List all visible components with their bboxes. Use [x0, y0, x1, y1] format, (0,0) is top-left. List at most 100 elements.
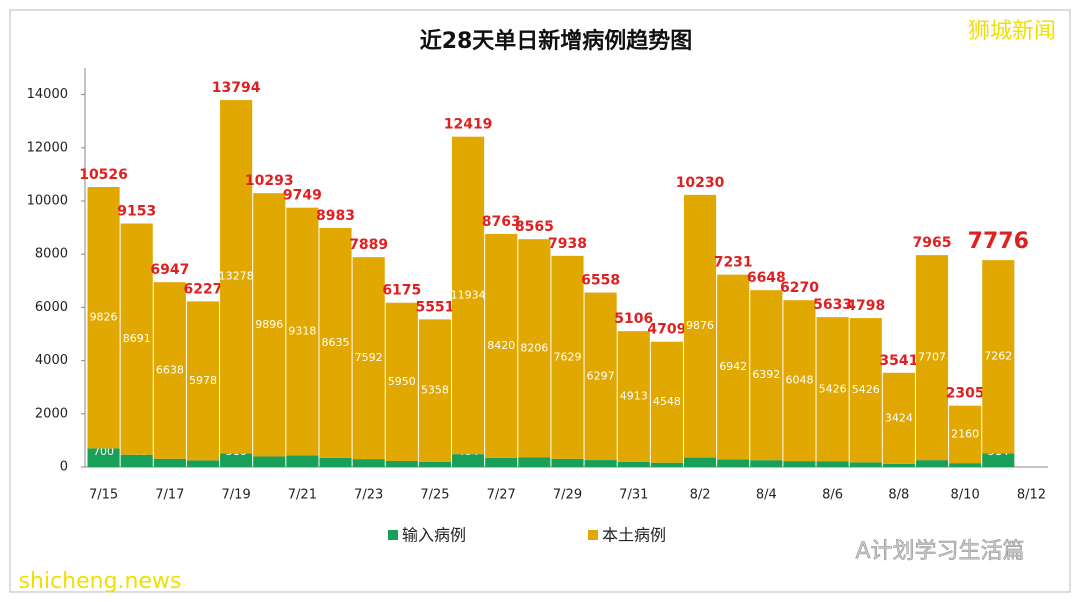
x-tick-label: 7/23	[354, 488, 383, 503]
data-label: 11934	[451, 288, 486, 301]
total-label: 8763	[482, 214, 521, 230]
watermark: A计划学习生活篇	[855, 539, 1024, 564]
y-tick-label: 8000	[35, 247, 68, 262]
bar-segment	[485, 233, 518, 458]
bar-segment	[849, 318, 882, 463]
total-label: 10526	[79, 167, 128, 183]
y-tick-label: 14000	[27, 87, 68, 102]
x-tick-label: 7/21	[288, 488, 317, 503]
total-label: 7965	[913, 235, 952, 251]
data-label: 5358	[421, 384, 449, 397]
total-label: 12419	[444, 117, 493, 133]
data-label: 5978	[189, 374, 217, 387]
total-label: 10293	[245, 173, 294, 189]
total-label: 6648	[747, 270, 786, 286]
total-label: 6227	[183, 281, 222, 297]
data-label: 9876	[686, 319, 714, 332]
data-label: 5426	[819, 382, 847, 395]
bar-segment	[153, 282, 186, 459]
data-label: 2160	[951, 427, 979, 440]
data-label: 9896	[255, 318, 283, 331]
bar-segment	[584, 292, 617, 461]
bar-segment	[949, 405, 982, 464]
bar-segment	[253, 456, 286, 467]
total-label: 9749	[283, 188, 322, 204]
x-tick-label: 7/25	[420, 488, 449, 503]
x-tick-label: 8/10	[951, 488, 980, 503]
total-label: 6175	[382, 283, 421, 299]
bar-segment	[849, 462, 882, 467]
bar-segment	[87, 187, 120, 449]
y-tick-label: 10000	[27, 194, 68, 209]
bar-segment	[617, 331, 650, 462]
bar-segment	[750, 460, 783, 467]
total-label: 4798	[846, 298, 885, 314]
total-label: 7938	[548, 236, 587, 252]
bar-segment	[286, 207, 319, 456]
total-label: 6947	[150, 262, 189, 278]
bar-segment	[982, 453, 1015, 467]
bar-segment	[518, 457, 551, 467]
total-label: 7231	[714, 255, 753, 271]
bar-segment	[385, 461, 418, 467]
bar-segment	[551, 458, 584, 467]
bar-segment	[683, 194, 717, 458]
total-label: 10230	[676, 175, 725, 191]
data-label: 8635	[322, 336, 350, 349]
x-tick-label: 8/2	[690, 488, 711, 503]
bar-segment	[452, 454, 485, 467]
data-label: 6392	[752, 368, 780, 381]
bar-segment	[783, 461, 816, 467]
bar-segment	[352, 459, 385, 467]
data-label: 6942	[719, 360, 747, 373]
total-label: 13794	[212, 80, 261, 96]
bar-segment	[650, 462, 683, 467]
total-label: 4709	[647, 322, 686, 338]
bar-segment	[120, 454, 153, 467]
bar-segment	[882, 372, 915, 464]
data-label: 13278	[219, 270, 254, 283]
bar-segment	[418, 461, 452, 467]
y-tick-label: 2000	[35, 406, 68, 421]
bar-segment	[717, 274, 750, 460]
bar-segment	[220, 100, 253, 454]
data-label: 6638	[156, 363, 184, 376]
bar-segment	[485, 457, 518, 467]
data-label: 8691	[123, 332, 151, 345]
total-label: 5633	[813, 297, 852, 313]
y-tick-label: 12000	[27, 140, 68, 155]
total-label: 2305	[946, 386, 985, 402]
x-tick-label: 8/8	[888, 488, 909, 503]
bar-segment	[385, 302, 418, 462]
total-label: 7776	[968, 229, 1029, 254]
total-label: 8565	[515, 219, 554, 235]
x-tick-label: 7/17	[155, 488, 184, 503]
total-label: 7889	[349, 237, 388, 253]
watermark: shicheng.news	[19, 569, 182, 594]
y-tick-label: 4000	[35, 353, 68, 368]
x-tick-label: 8/12	[1017, 488, 1046, 503]
bar-segment	[683, 457, 717, 467]
data-label: 3424	[885, 411, 913, 424]
y-tick-label: 6000	[35, 300, 68, 315]
bar-segment	[452, 136, 485, 455]
bar-segment	[949, 463, 982, 467]
bar-segment	[418, 319, 452, 462]
data-label: 4548	[653, 395, 681, 408]
bar-segment	[319, 228, 352, 458]
legend-swatch	[588, 530, 598, 540]
bar-segment	[915, 255, 949, 461]
x-tick-label: 7/15	[89, 488, 118, 503]
bar-segment	[186, 460, 220, 467]
bar-segment	[286, 455, 319, 467]
legend-swatch	[388, 530, 398, 540]
bar-segment	[816, 461, 849, 467]
bar-segment	[750, 290, 783, 461]
bar-segment	[584, 460, 617, 467]
x-tick-label: 7/19	[222, 488, 251, 503]
total-label: 8983	[316, 208, 355, 224]
bar-segment	[87, 448, 120, 467]
bar-segment	[650, 341, 683, 463]
bar-segment	[783, 300, 816, 462]
